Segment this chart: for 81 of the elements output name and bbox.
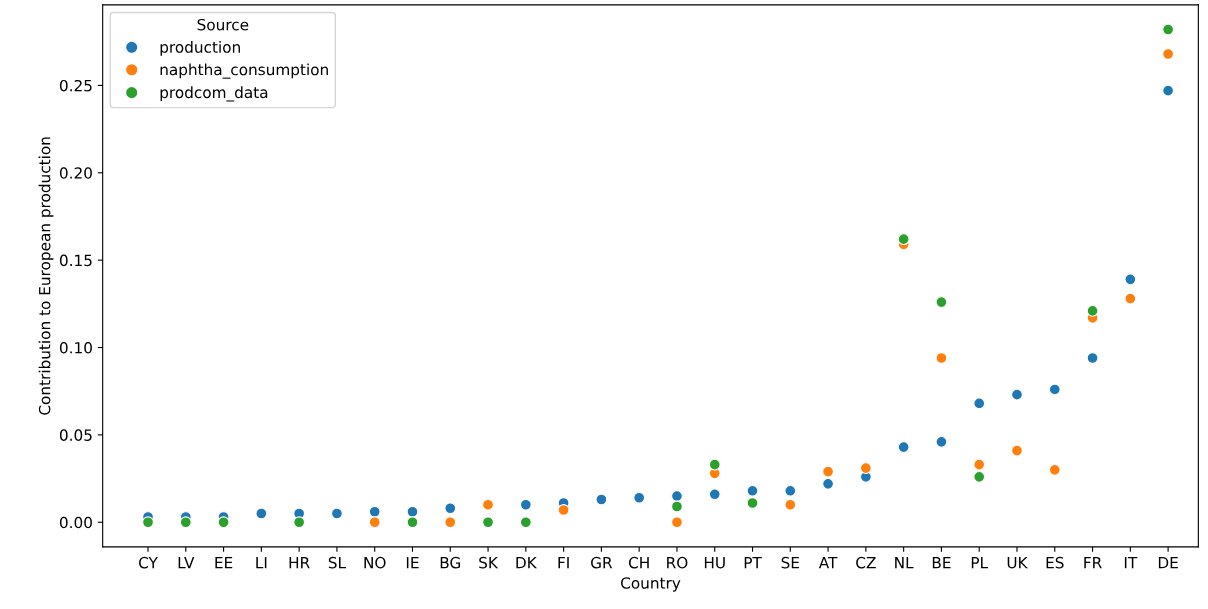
legend-label: production bbox=[160, 41, 240, 56]
legend-title: Source bbox=[197, 18, 249, 31]
x-tick-label: HU bbox=[704, 557, 725, 569]
legend-label: prodcom_data bbox=[160, 86, 268, 102]
y-tick-label: 0.20 bbox=[59, 167, 92, 179]
x-tick-label: IE bbox=[406, 557, 419, 569]
x-axis-title: Country bbox=[621, 577, 681, 592]
x-tick-label: EE bbox=[215, 557, 233, 569]
x-tick-label: IT bbox=[1124, 557, 1138, 569]
x-tick-label: NO bbox=[364, 556, 386, 569]
x-tick-label: LV bbox=[178, 557, 195, 569]
point bbox=[1124, 273, 1137, 286]
point bbox=[444, 516, 457, 529]
x-tick-label: LI bbox=[256, 557, 267, 569]
point bbox=[330, 507, 343, 520]
point bbox=[859, 462, 872, 475]
y-tick-label: 0.15 bbox=[59, 254, 92, 267]
x-tick-label: CZ bbox=[856, 556, 876, 569]
point bbox=[557, 504, 570, 516]
point bbox=[482, 516, 494, 529]
point bbox=[1048, 463, 1061, 476]
point bbox=[1048, 383, 1061, 396]
point bbox=[1011, 388, 1023, 401]
x-tick-label: AT bbox=[818, 557, 838, 569]
x-tick-label: PT bbox=[744, 557, 762, 569]
x-tick-label: SE bbox=[781, 556, 799, 569]
point bbox=[935, 435, 948, 448]
y-tick-label: 0.00 bbox=[59, 516, 92, 529]
point bbox=[1162, 23, 1175, 36]
point bbox=[1124, 292, 1137, 305]
point bbox=[973, 470, 986, 483]
x-tick-label: PL bbox=[971, 557, 988, 569]
point bbox=[822, 465, 835, 478]
y-tick-label: 0.10 bbox=[59, 341, 92, 354]
x-tick-label: CH bbox=[628, 556, 649, 569]
point bbox=[973, 458, 986, 471]
x-tick-label: UK bbox=[1007, 557, 1028, 569]
point bbox=[708, 458, 721, 471]
x-tick-label: RO bbox=[667, 556, 688, 569]
point bbox=[746, 497, 759, 509]
point bbox=[897, 441, 910, 454]
point bbox=[897, 233, 910, 246]
point bbox=[444, 502, 457, 515]
point bbox=[671, 500, 683, 513]
point bbox=[935, 296, 948, 309]
point bbox=[973, 397, 986, 410]
point bbox=[595, 493, 608, 506]
point bbox=[708, 488, 721, 501]
x-tick-label: BE bbox=[932, 557, 951, 569]
point bbox=[1011, 444, 1023, 457]
point bbox=[1086, 352, 1099, 364]
point bbox=[1162, 84, 1175, 97]
point bbox=[671, 490, 683, 502]
point bbox=[217, 516, 230, 529]
point bbox=[1086, 304, 1099, 317]
x-tick-label: BG bbox=[440, 556, 461, 569]
x-tick-label: GR bbox=[591, 556, 613, 569]
x-tick-label: FR bbox=[1084, 557, 1102, 569]
x-tick-label: CY bbox=[139, 556, 158, 569]
y-axis-title: Contribution to European production bbox=[38, 137, 54, 415]
point bbox=[179, 516, 192, 529]
x-tick-label: ES bbox=[1046, 556, 1064, 569]
point bbox=[142, 516, 154, 529]
x-tick-label: SL bbox=[328, 556, 346, 569]
legend-label: naphtha_consumption bbox=[160, 63, 328, 79]
x-tick-label: DE bbox=[1158, 557, 1178, 569]
y-tick-label: 0.25 bbox=[59, 79, 92, 92]
x-tick-label: FI bbox=[558, 557, 569, 569]
point bbox=[406, 516, 419, 529]
point bbox=[935, 352, 948, 364]
x-tick-label: HR bbox=[289, 557, 310, 569]
point bbox=[519, 516, 532, 529]
point bbox=[255, 507, 268, 520]
point bbox=[671, 516, 683, 529]
point bbox=[1162, 48, 1175, 60]
point bbox=[368, 516, 381, 529]
x-tick-label: DK bbox=[516, 557, 538, 569]
point bbox=[293, 516, 306, 529]
y-tick-label: 0.05 bbox=[59, 429, 92, 441]
x-tick-label: NL bbox=[895, 557, 914, 569]
x-tick-label: SK bbox=[479, 556, 499, 569]
